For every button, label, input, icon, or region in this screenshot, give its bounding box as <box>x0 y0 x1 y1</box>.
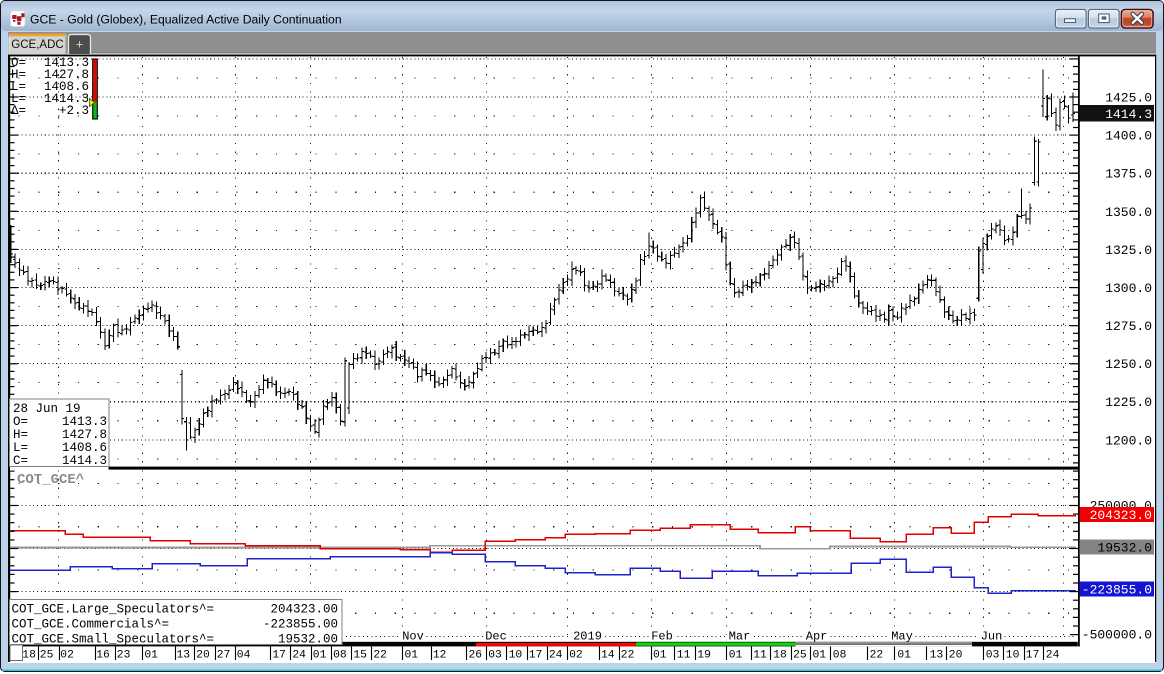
svg-text:1414.3: 1414.3 <box>44 92 89 106</box>
svg-text:19532.0: 19532.0 <box>1097 541 1152 556</box>
svg-text:1325.0: 1325.0 <box>1105 243 1152 258</box>
svg-text:1350.0: 1350.0 <box>1105 205 1152 220</box>
svg-text:1427.8: 1427.8 <box>44 68 89 82</box>
svg-text:204323.00: 204323.00 <box>270 603 338 617</box>
svg-text:01: 01 <box>405 649 419 661</box>
svg-text:01: 01 <box>729 649 743 661</box>
svg-text:26: 26 <box>469 649 483 661</box>
svg-text:L=: L= <box>11 80 26 94</box>
svg-text:1413.3: 1413.3 <box>62 415 107 429</box>
svg-text:GCE,ADC: GCE,ADC <box>11 39 63 51</box>
svg-text:13: 13 <box>177 649 191 661</box>
svg-text:03: 03 <box>986 649 1000 661</box>
svg-text:Δ=: Δ= <box>11 104 26 118</box>
svg-text:1225.0: 1225.0 <box>1105 395 1152 410</box>
svg-text:-500000.0: -500000.0 <box>1082 628 1152 643</box>
svg-text:O=: O= <box>11 56 26 70</box>
svg-text:01: 01 <box>144 649 158 661</box>
svg-text:03: 03 <box>488 649 502 661</box>
svg-text:20: 20 <box>949 649 963 661</box>
svg-text:18: 18 <box>773 649 787 661</box>
svg-text:L=: L= <box>13 441 28 455</box>
svg-text:1200.0: 1200.0 <box>1105 433 1152 448</box>
svg-text:19: 19 <box>697 649 711 661</box>
svg-text:24: 24 <box>549 649 563 661</box>
svg-text:08: 08 <box>833 649 847 661</box>
svg-text:-223855.0: -223855.0 <box>1082 583 1152 598</box>
svg-text:22: 22 <box>373 649 387 661</box>
svg-text:02: 02 <box>569 649 583 661</box>
svg-text:24: 24 <box>1046 649 1060 661</box>
svg-text:H=: H= <box>11 68 26 82</box>
svg-text:13: 13 <box>930 649 944 661</box>
svg-text:O=: O= <box>13 415 28 429</box>
svg-text:H=: H= <box>13 428 28 442</box>
svg-text:+2.3: +2.3 <box>59 104 89 118</box>
svg-text:19532.00: 19532.00 <box>278 633 338 647</box>
svg-text:May: May <box>891 630 913 644</box>
svg-text:18: 18 <box>22 649 36 661</box>
svg-text:15: 15 <box>353 649 367 661</box>
svg-text:1300.0: 1300.0 <box>1105 281 1152 296</box>
svg-text:12: 12 <box>433 649 447 661</box>
svg-text:28 Jun 19: 28 Jun 19 <box>13 402 81 416</box>
svg-text:1427.8: 1427.8 <box>62 428 107 442</box>
svg-text:Jun: Jun <box>981 630 1003 644</box>
svg-text:01: 01 <box>313 649 327 661</box>
svg-text:17: 17 <box>272 649 286 661</box>
svg-text:22: 22 <box>870 649 884 661</box>
svg-text:1408.6: 1408.6 <box>44 80 89 94</box>
svg-text:1414.3: 1414.3 <box>62 454 107 468</box>
svg-text:10: 10 <box>1006 649 1020 661</box>
svg-text:COT_GCE.Large_Speculators^=: COT_GCE.Large_Speculators^= <box>12 603 215 617</box>
svg-text:L=: L= <box>11 92 26 106</box>
svg-text:23: 23 <box>117 649 131 661</box>
svg-text:22: 22 <box>621 649 635 661</box>
svg-text:17: 17 <box>1026 649 1040 661</box>
svg-text:1414.3: 1414.3 <box>1105 107 1152 122</box>
svg-text:COT_GCE.Small_Speculators^=: COT_GCE.Small_Speculators^= <box>12 633 215 647</box>
svg-text:10: 10 <box>509 649 523 661</box>
svg-text:24: 24 <box>292 649 306 661</box>
svg-text:20: 20 <box>196 649 210 661</box>
svg-text:-223855.00: -223855.00 <box>263 618 338 632</box>
svg-text:1408.6: 1408.6 <box>62 441 107 455</box>
svg-text:01: 01 <box>897 649 911 661</box>
svg-text:+: + <box>76 37 84 52</box>
svg-text:1425.0: 1425.0 <box>1105 91 1152 106</box>
svg-text:C=: C= <box>13 454 28 468</box>
svg-text:25: 25 <box>40 649 54 661</box>
svg-text:27: 27 <box>217 649 231 661</box>
svg-text:04: 04 <box>237 649 251 661</box>
svg-text:25: 25 <box>793 649 807 661</box>
svg-text:16: 16 <box>96 649 110 661</box>
svg-text:Dec: Dec <box>485 630 507 644</box>
svg-text:1375.0: 1375.0 <box>1105 167 1152 182</box>
svg-text:204323.0: 204323.0 <box>1090 508 1152 523</box>
svg-text:COT_GCE^: COT_GCE^ <box>17 472 84 488</box>
svg-text:1275.0: 1275.0 <box>1105 319 1152 334</box>
svg-text:2019: 2019 <box>573 630 602 644</box>
svg-text:1250.0: 1250.0 <box>1105 357 1152 372</box>
svg-text:Nov: Nov <box>402 630 424 644</box>
svg-text:11: 11 <box>753 649 767 661</box>
svg-text:Feb: Feb <box>651 630 673 644</box>
svg-text:02: 02 <box>60 649 74 661</box>
svg-text:GCE - Gold (Globex), Equalized: GCE - Gold (Globex), Equalized Active Da… <box>30 12 342 26</box>
svg-text:17: 17 <box>529 649 543 661</box>
svg-text:11: 11 <box>677 649 691 661</box>
svg-text:Mar: Mar <box>729 630 751 644</box>
svg-text:COT_GCE.Commercials^=: COT_GCE.Commercials^= <box>12 618 170 632</box>
svg-text:08: 08 <box>333 649 347 661</box>
svg-text:Apr: Apr <box>806 630 828 644</box>
svg-text:01: 01 <box>813 649 827 661</box>
svg-text:1413.3: 1413.3 <box>44 56 89 70</box>
svg-text:1400.0: 1400.0 <box>1105 129 1152 144</box>
svg-text:14: 14 <box>601 649 615 661</box>
svg-text:01: 01 <box>653 649 667 661</box>
